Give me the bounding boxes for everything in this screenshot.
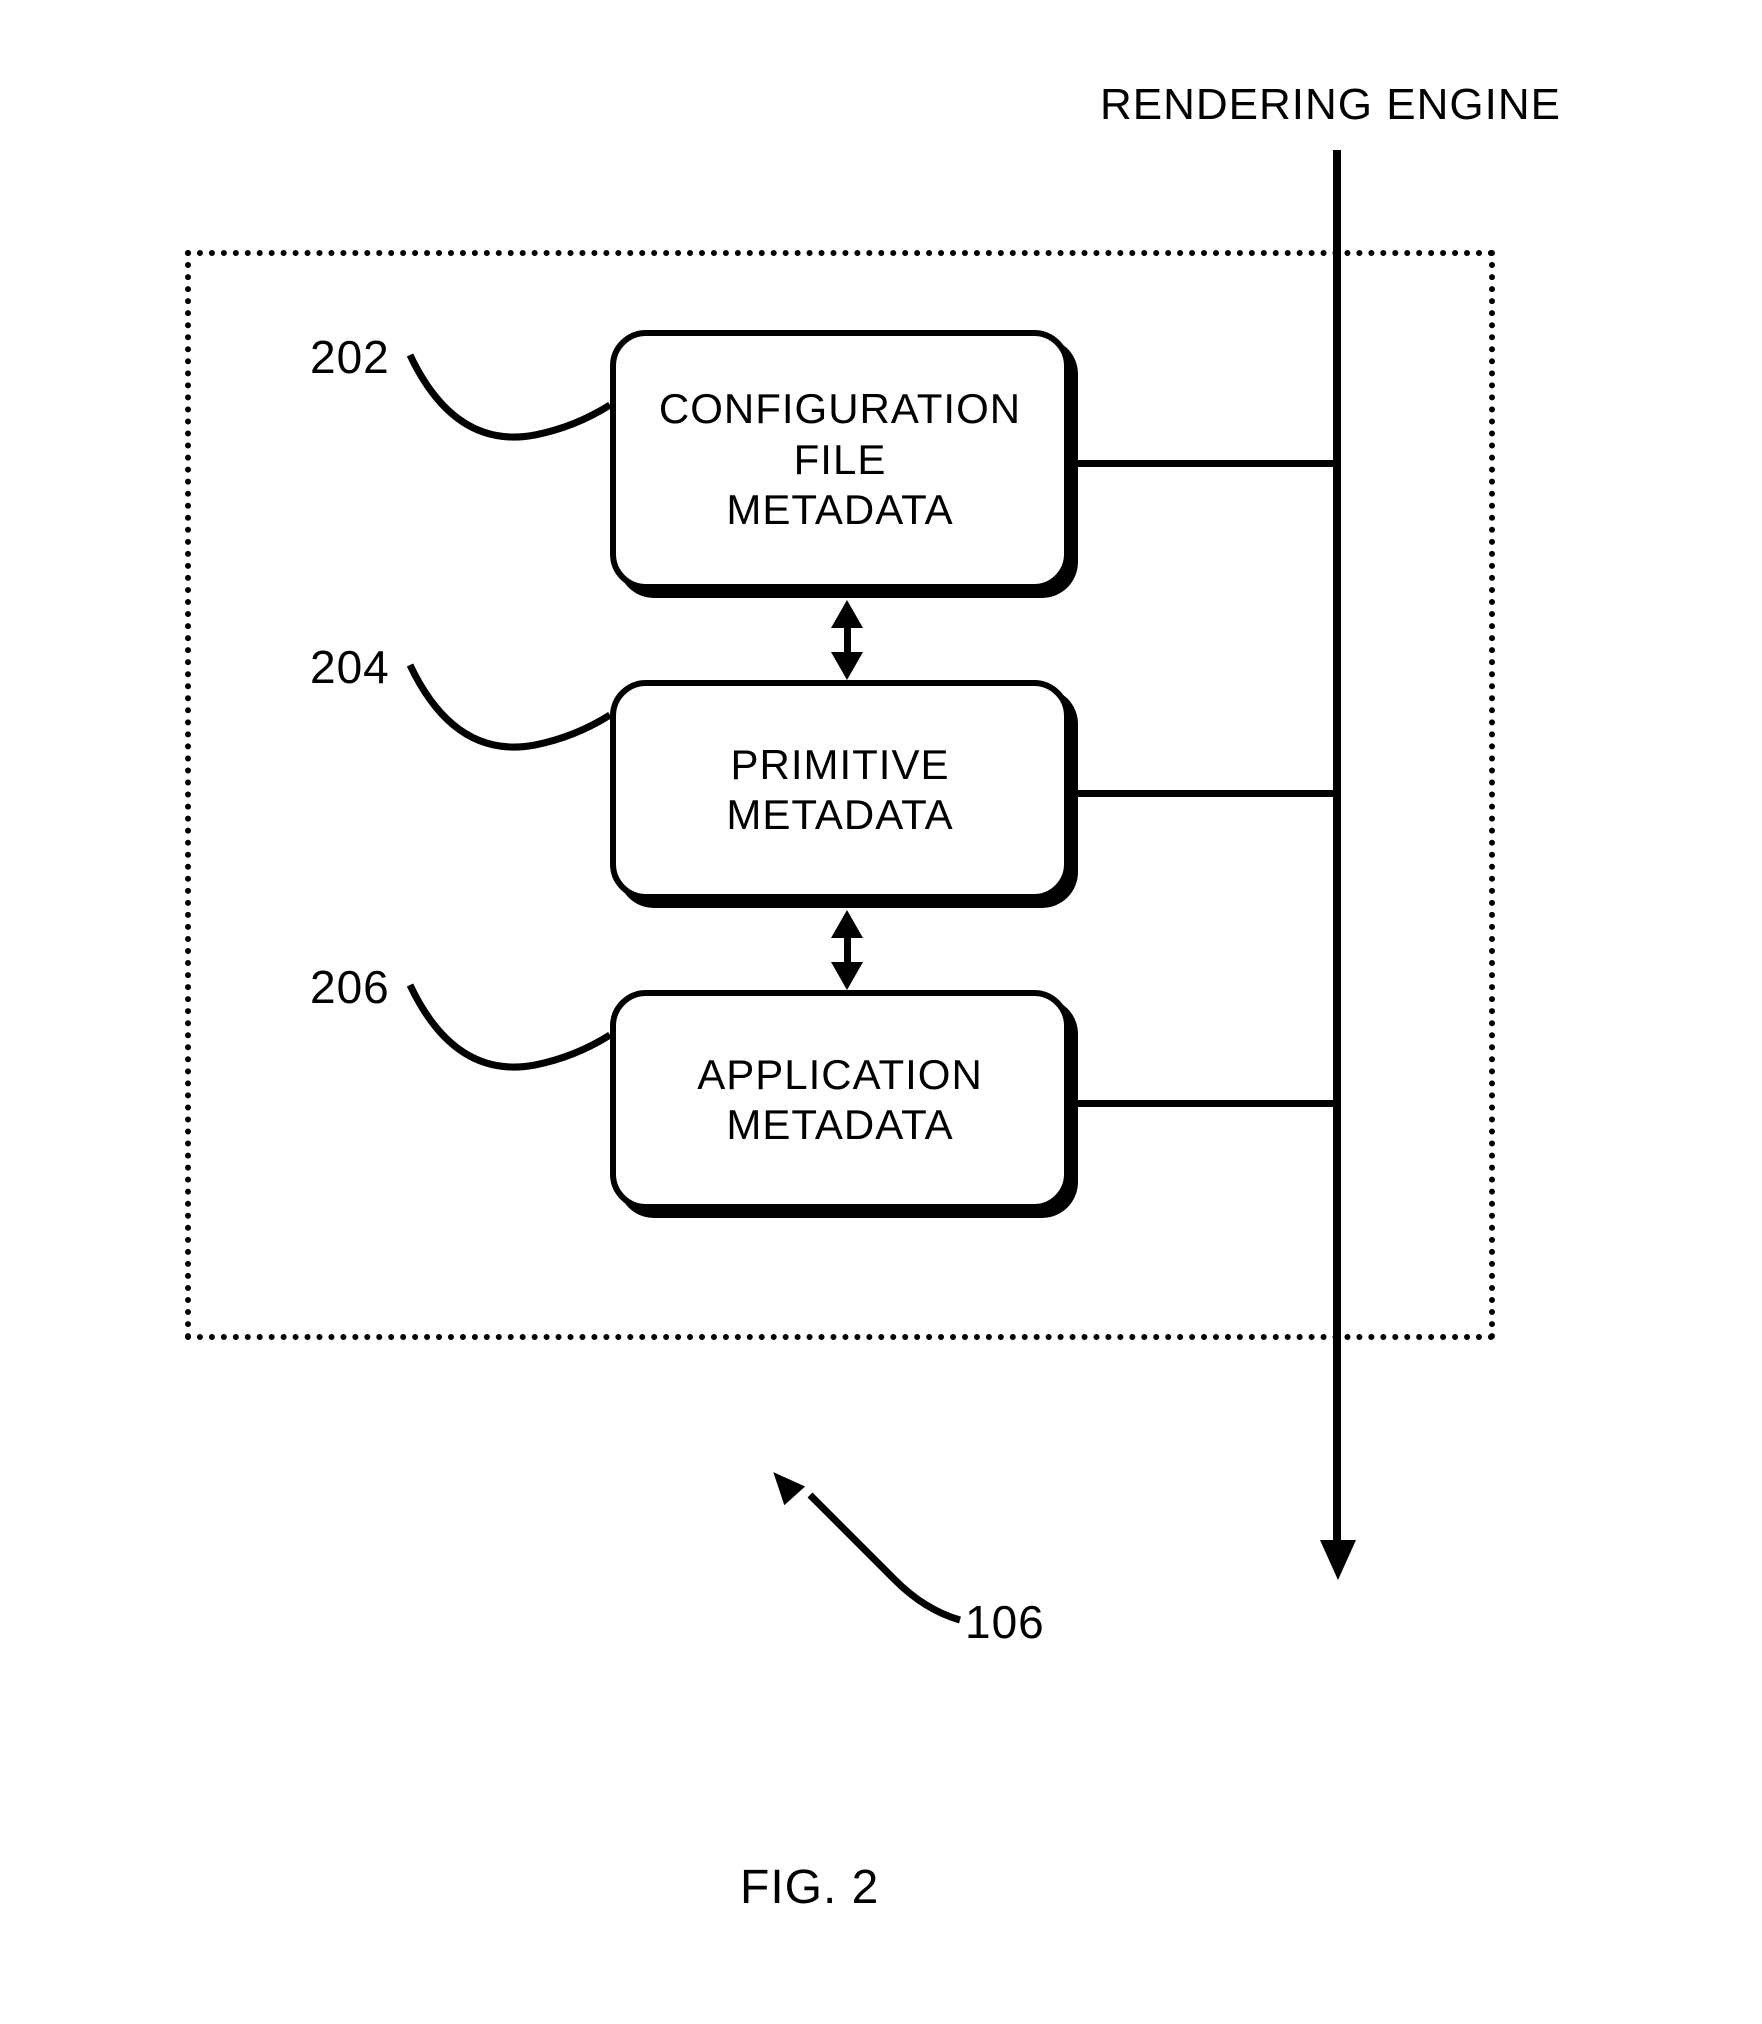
box-202-line-2: FILE (794, 436, 887, 483)
arrow-up-icon (831, 600, 863, 628)
box-204-line-1: PRIMITIVE (730, 741, 949, 788)
rendering-engine-arrowhead (1320, 1540, 1356, 1580)
ref-204-lead-curve (405, 660, 615, 770)
ref-202-label: 202 (310, 330, 390, 384)
box-206-bus-connector (1076, 1100, 1333, 1107)
arrow-shaft (844, 628, 851, 652)
arrow-shaft (844, 938, 851, 962)
ref-106-label: 106 (965, 1595, 1045, 1649)
figure-2-diagram: RENDERING ENGINE CONFIGURATION FILE META… (130, 80, 1630, 1930)
arrow-down-icon (831, 652, 863, 680)
figure-caption: FIG. 2 (740, 1860, 879, 1915)
arrow-down-icon (831, 962, 863, 990)
ref-204-label: 204 (310, 640, 390, 694)
arrow-204-206 (832, 910, 862, 990)
box-202-line-1: CONFIGURATION (659, 385, 1021, 432)
box-206-line-2: METADATA (726, 1101, 953, 1148)
arrow-202-204 (832, 600, 862, 680)
arrow-up-icon (831, 910, 863, 938)
ref-106-lead-curve (795, 1480, 965, 1630)
rendering-engine-label: RENDERING ENGINE (1100, 80, 1561, 130)
application-metadata-box: APPLICATION METADATA (610, 990, 1070, 1210)
primitive-metadata-box: PRIMITIVE METADATA (610, 680, 1070, 900)
ref-202-lead-curve (405, 350, 615, 460)
box-206-line-1: APPLICATION (697, 1051, 983, 1098)
ref-206-label: 206 (310, 960, 390, 1014)
box-202-bus-connector (1076, 460, 1333, 467)
box-204-bus-connector (1076, 790, 1333, 797)
box-204-line-2: METADATA (726, 791, 953, 838)
box-202-line-3: METADATA (726, 486, 953, 533)
ref-206-lead-curve (405, 980, 615, 1090)
config-file-metadata-box: CONFIGURATION FILE METADATA (610, 330, 1070, 590)
